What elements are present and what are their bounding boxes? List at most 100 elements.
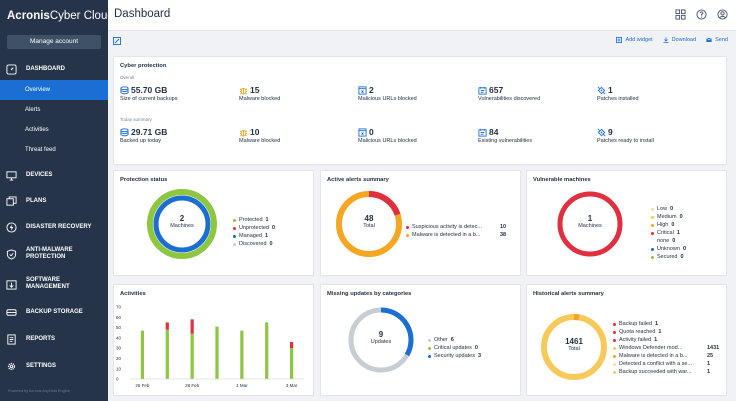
- sidebar-item-disaster-recovery[interactable]: DISASTER RECOVERY: [0, 216, 108, 238]
- apps-grid-icon[interactable]: [675, 9, 686, 22]
- x-tick-label: 1 Mar: [236, 383, 248, 388]
- active-alerts-title: Active alerts summary: [327, 177, 389, 183]
- historical-center-label: Total: [568, 346, 580, 352]
- donut-ring-managed: [153, 195, 211, 253]
- protection-center-label: Machines: [170, 223, 194, 229]
- sidebar-item-plans[interactable]: PLANS: [0, 190, 108, 212]
- sidebar-item-anti-malware[interactable]: ANTI-MALWARE PROTECTION: [0, 240, 108, 268]
- today-summary-label: Today summary: [120, 117, 152, 122]
- reports-icon: [6, 333, 17, 345]
- legend-dot: [613, 322, 616, 326]
- help-icon[interactable]: [696, 9, 707, 22]
- alerts-center-label: Total: [363, 223, 375, 229]
- y-tick-label: 10: [116, 366, 122, 371]
- vulnerable-center: 1 Machines: [566, 214, 614, 229]
- bar-failed: [165, 322, 169, 330]
- user-account-icon[interactable]: [717, 9, 728, 22]
- sidebar-subitem-threat-feed[interactable]: Threat feed: [25, 147, 56, 153]
- metric-value: 55.70 GB: [131, 85, 168, 95]
- historical-legend: Backup failed 1 Quota reached 1 Activity f…: [613, 320, 725, 376]
- sidebar-item-backup-storage[interactable]: BACKUP STORAGE: [0, 301, 108, 323]
- vulnerable-legend: Low 0 Medium 0 High 0 Critical 1 none 0 Unkno…: [651, 205, 686, 261]
- metric-label: Patches ready to install: [597, 138, 654, 144]
- metric-label: Size of current backups: [120, 96, 178, 102]
- sidebar-subitem-alerts[interactable]: Alerts: [25, 107, 41, 113]
- manage-account-button[interactable]: Manage account: [7, 35, 101, 49]
- metric-value: 29.71 GB: [131, 127, 168, 137]
- alerts-donut: [336, 191, 402, 257]
- sidebar-item-devices[interactable]: DEVICES: [0, 164, 108, 186]
- metric-urls-blocked-today: 0 Malicious URLs blocked: [358, 127, 478, 144]
- legend-dot: [428, 354, 431, 358]
- bar-failed: [190, 319, 194, 334]
- missing-legend: Other 6 Critical updates 0 Security update…: [428, 336, 481, 360]
- sidebar-label-backup-storage: BACKUP STORAGE: [26, 309, 83, 315]
- gear-icon: [6, 361, 17, 372]
- bar-failed: [289, 341, 294, 349]
- page-title: Dashboard: [114, 8, 171, 20]
- x-tick-label: 26 Feb: [135, 383, 150, 388]
- add-widget-button[interactable]: Add widget: [616, 37, 653, 43]
- edit-dashboard-icon[interactable]: [113, 37, 121, 45]
- legend-value: 0: [474, 345, 478, 351]
- legend-item-none: none 0: [651, 237, 686, 245]
- sidebar-item-dashboard[interactable]: DASHBOARD: [0, 58, 108, 80]
- lightning-icon: [6, 221, 17, 233]
- legend-value: 0: [269, 241, 273, 247]
- missing-updates-card: Missing updates by categories 9 Updates …: [320, 284, 521, 396]
- legend-label: Quota reached: [619, 329, 656, 335]
- y-tick-label: 40: [116, 335, 122, 340]
- sidebar-label-reports: REPORTS: [26, 336, 56, 342]
- legend-label: Windows Defender mod...: [619, 345, 683, 351]
- download-button[interactable]: Download: [663, 37, 696, 43]
- metric-value: 1: [608, 85, 613, 95]
- legend-dot: [428, 346, 431, 350]
- metric-value: 9: [608, 127, 613, 137]
- y-tick-label: 70: [116, 305, 122, 310]
- shield-icon: [6, 248, 17, 260]
- protection-center: 2 Machines: [158, 214, 206, 229]
- metric-malware-blocked-today: 10 Malware blocked: [239, 127, 359, 144]
- add-widget-label: Add widget: [625, 37, 653, 43]
- legend-item-critical-updates: Critical updates 0: [428, 344, 481, 352]
- sidebar-item-software-management[interactable]: SOFTWARE MANAGEMENT: [0, 270, 108, 298]
- dashboard-toolbar: Add widget Download Send: [108, 31, 736, 52]
- sidebar-label-dashboard: DASHBOARD: [26, 66, 65, 72]
- bar-succeeded: [165, 329, 169, 379]
- metric-malware-blocked: 15 Malware blocked: [239, 85, 359, 102]
- overall-label: Overall: [120, 75, 135, 80]
- alerts-legend: Suspicious activity is detec... 10 Malwar…: [406, 223, 518, 239]
- metric-label: Malicious URLs blocked: [358, 138, 417, 144]
- sidebar-label-disaster-recovery: DISASTER RECOVERY: [26, 224, 92, 230]
- sidebar-item-reports[interactable]: REPORTS: [0, 328, 108, 350]
- legend-item-backup-failed: Backup failed 1: [613, 320, 725, 328]
- sidebar-label-devices: DEVICES: [26, 172, 53, 178]
- activities-card: Activities 70 60 50 40 30 20 10 0 26 Feb 28 Feb 1 …: [113, 284, 314, 396]
- vulnerable-center-label: Machines: [578, 223, 602, 229]
- brand-name-rest: Cyber Cloud: [49, 9, 114, 22]
- bug-icon: [239, 129, 248, 137]
- send-button[interactable]: Send: [706, 37, 728, 43]
- legend-item-other: Other 6: [428, 336, 481, 344]
- legend-label: Malware is detected in a b...: [619, 353, 688, 359]
- alerts-center: 48 Total: [345, 214, 393, 229]
- vulnerability-icon: [478, 128, 487, 137]
- legend-value: 1: [654, 337, 658, 343]
- legend-dot: [651, 231, 654, 235]
- legend-value: 0: [672, 238, 676, 244]
- sidebar-item-settings[interactable]: SETTINGS: [0, 355, 108, 377]
- add-icon: [616, 37, 623, 43]
- metric-value: 84: [489, 127, 499, 137]
- sidebar-subitem-activities[interactable]: Activities: [25, 127, 49, 133]
- database-icon: [120, 85, 129, 94]
- y-tick-label: 60: [116, 315, 122, 320]
- legend-label: Discovered: [239, 241, 267, 247]
- legend-dot: [613, 330, 616, 334]
- sidebar-label-settings: SETTINGS: [26, 363, 57, 369]
- sidebar-subitem-overview[interactable]: Overview: [0, 80, 108, 100]
- metric-value: 657: [489, 85, 504, 95]
- y-tick-label: 20: [116, 356, 122, 361]
- sidebar-label-anti-malware: ANTI-MALWARE PROTECTION: [26, 247, 73, 261]
- legend-value: 1: [707, 369, 711, 375]
- software-icon: [6, 279, 17, 290]
